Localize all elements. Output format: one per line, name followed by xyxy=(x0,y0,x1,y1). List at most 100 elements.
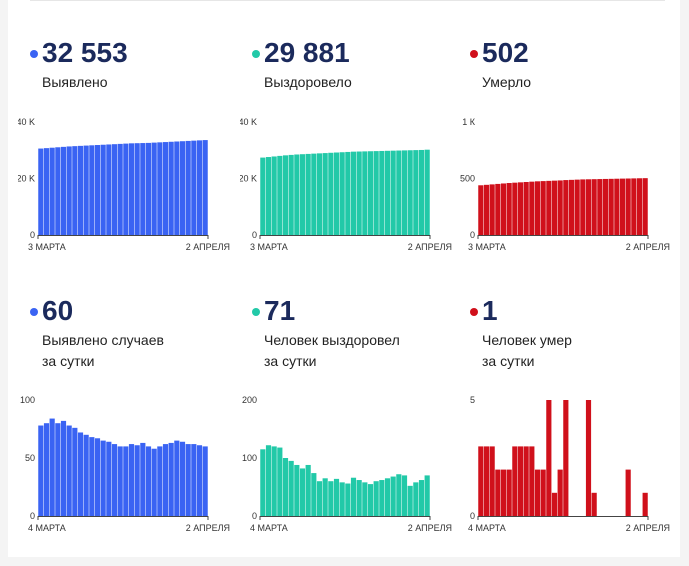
bar xyxy=(362,151,368,235)
bar xyxy=(580,179,586,235)
stat-label-secondary: за сутки xyxy=(482,353,535,369)
x-tick-label-end: 2 АПРЕЛЯ xyxy=(626,242,670,252)
bar xyxy=(260,157,266,235)
bar xyxy=(294,464,300,516)
bar xyxy=(396,474,402,516)
x-tick-label-end: 2 АПРЕЛЯ xyxy=(408,523,452,533)
bar xyxy=(418,149,425,235)
bar xyxy=(265,157,272,235)
status-dot-icon xyxy=(252,50,260,58)
bar xyxy=(625,178,631,235)
bar xyxy=(294,154,300,235)
bar xyxy=(55,423,61,516)
bar xyxy=(89,437,95,516)
bar xyxy=(43,148,50,235)
bar xyxy=(585,400,592,516)
bar xyxy=(282,155,289,235)
bar xyxy=(168,141,174,235)
bar xyxy=(407,150,413,235)
bar xyxy=(568,179,575,235)
bar xyxy=(305,153,311,235)
bar xyxy=(367,151,374,235)
bar xyxy=(299,154,306,235)
bar xyxy=(401,475,408,516)
top-divider xyxy=(30,0,665,1)
y-tick-label: 1 К xyxy=(462,117,476,127)
x-tick-label-start: 3 МАРТА xyxy=(468,242,506,252)
bar xyxy=(540,181,546,235)
bar xyxy=(162,142,169,235)
bar xyxy=(495,183,501,235)
bar xyxy=(345,483,351,516)
stat-label-secondary: за сутки xyxy=(264,353,317,369)
bar xyxy=(140,442,146,516)
bar xyxy=(185,140,191,235)
stat-panel: 32 553 Выявлено 0 20 K 40 K 3 МАРТА 2 АПРЕЛЯ xyxy=(18,38,240,308)
bar xyxy=(305,464,311,516)
y-tick-label: 40 K xyxy=(240,117,257,127)
bar xyxy=(379,480,385,516)
bar xyxy=(401,150,408,235)
bar xyxy=(619,178,626,235)
bar xyxy=(191,444,197,516)
bar xyxy=(384,478,391,516)
bar xyxy=(591,179,597,235)
bar xyxy=(106,144,112,235)
bar xyxy=(168,442,174,516)
bar xyxy=(390,476,396,516)
bar xyxy=(333,152,340,235)
bar xyxy=(328,481,334,516)
bar xyxy=(529,446,535,516)
bar xyxy=(106,441,112,516)
bar xyxy=(563,180,569,235)
bar xyxy=(322,478,328,516)
status-dot-icon xyxy=(470,50,478,58)
stat-value: 29 881 xyxy=(264,37,350,68)
bar xyxy=(500,469,507,516)
y-tick-label: 100 xyxy=(242,453,257,463)
x-tick-label-start: 4 МАРТА xyxy=(468,523,506,533)
stat-label: Человек умер xyxy=(482,332,572,348)
bar xyxy=(111,144,118,235)
bar xyxy=(574,179,580,235)
bar xyxy=(478,185,484,235)
bar xyxy=(534,469,541,516)
stat-label: Выявлено xyxy=(42,74,108,90)
bar xyxy=(495,469,501,516)
bar xyxy=(557,469,563,516)
x-tick-label-end: 2 АПРЕЛЯ xyxy=(186,242,230,252)
bar xyxy=(179,441,186,516)
bar xyxy=(413,150,419,235)
status-dot-icon xyxy=(30,308,38,316)
bar xyxy=(288,154,294,235)
bar xyxy=(89,145,95,235)
y-tick-label: 5 xyxy=(470,395,475,405)
bar xyxy=(157,142,163,235)
chart-svg: 0 20 K 40 K 3 МАРТА 2 АПРЕЛЯ xyxy=(18,117,230,252)
bar xyxy=(424,475,430,516)
y-tick-label: 0 xyxy=(470,511,475,521)
bar xyxy=(642,492,648,516)
bar xyxy=(49,147,55,235)
bar xyxy=(196,445,203,516)
x-tick-label-start: 4 МАРТА xyxy=(250,523,288,533)
bar xyxy=(72,427,78,516)
y-tick-label: 0 xyxy=(30,511,35,521)
stat-panel: 502 Умерло 0 500 1 К 3 МАРТА 2 АПРЕЛЯ xyxy=(460,38,680,308)
bar xyxy=(134,143,140,235)
bar xyxy=(311,153,317,235)
bar xyxy=(38,148,44,235)
bar xyxy=(563,400,569,516)
bar xyxy=(49,418,55,516)
bar xyxy=(356,151,362,235)
bar xyxy=(418,480,425,516)
bar xyxy=(128,143,135,235)
bar xyxy=(540,469,546,516)
bar xyxy=(390,150,396,235)
bar xyxy=(322,153,328,235)
x-tick-label-end: 2 АПРЕЛЯ xyxy=(186,523,230,533)
bar xyxy=(551,492,558,516)
x-tick-label-start: 3 МАРТА xyxy=(250,242,288,252)
bar xyxy=(311,473,317,516)
